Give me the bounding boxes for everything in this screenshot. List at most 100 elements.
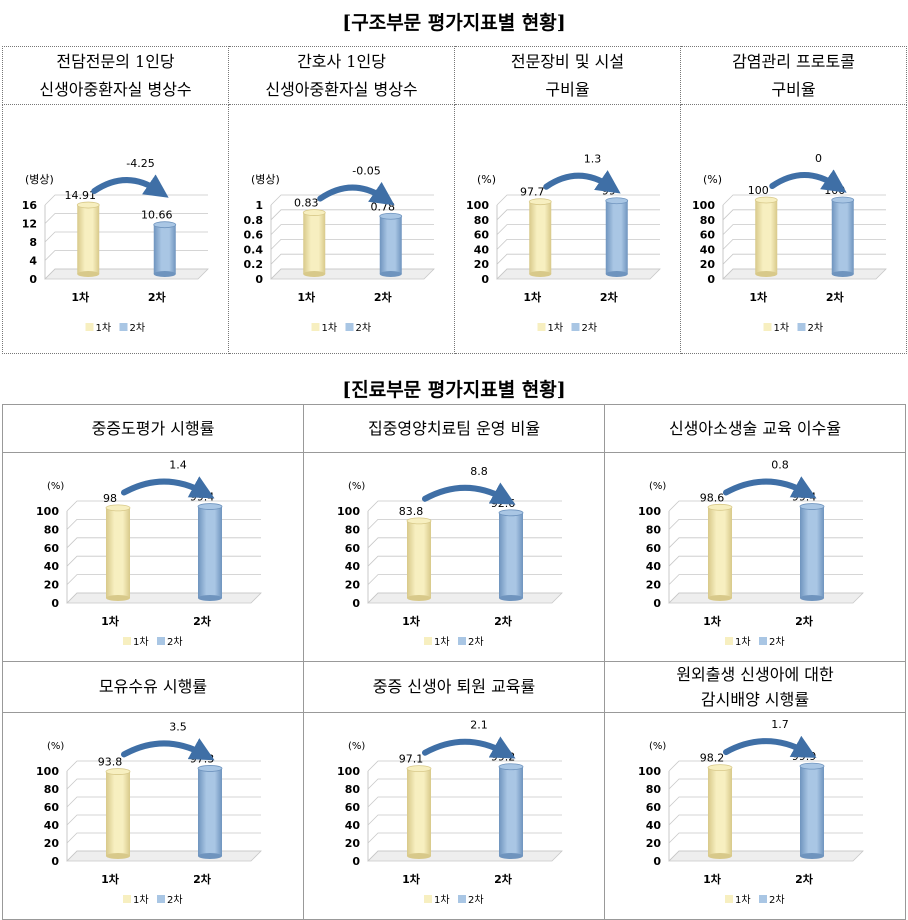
diff-label: 1.7: [771, 718, 789, 731]
gridline: [722, 209, 886, 221]
y-tick-label: 80: [44, 523, 60, 536]
bar: [499, 512, 523, 598]
y-tick-label: 80: [646, 523, 662, 536]
y-tick-label: 60: [44, 542, 60, 555]
gridline: [367, 555, 562, 567]
y-tick-label: 0: [707, 273, 715, 286]
diff-label: -4.25: [126, 157, 154, 170]
x-tick-label: 1차: [523, 290, 542, 304]
change-arrow: [91, 174, 169, 198]
y-tick-label: 0.6: [244, 229, 264, 242]
gridline: [496, 238, 660, 250]
unit-label: (%): [47, 481, 64, 492]
bar-top: [831, 196, 855, 204]
y-tick-label: 100: [36, 765, 59, 778]
change-arrow: [422, 736, 516, 759]
legend-label: 1차: [96, 322, 112, 334]
unit-label: (%): [649, 481, 666, 492]
header-line: 중증도평가 시행률: [91, 418, 215, 438]
y-tick-label: 20: [345, 579, 361, 592]
header-cell: 모유수유 시행률: [2, 661, 304, 713]
legend-label: 2차: [769, 636, 785, 648]
gridline: [44, 213, 208, 224]
y-tick-label: 60: [700, 229, 716, 242]
bar-top: [707, 503, 733, 511]
bar: [831, 200, 854, 274]
y-tick-label: 12: [22, 218, 37, 231]
legend-swatch: [85, 323, 94, 331]
legend-label: 1차: [735, 636, 751, 648]
y-tick-label: 100: [638, 505, 661, 518]
x-tick-label: 1차: [101, 872, 120, 886]
legend-label: 2차: [468, 894, 484, 906]
legend-label: 2차: [356, 322, 372, 334]
y-tick-label: 100: [36, 505, 59, 518]
chart-cell: (%) 0 20 40 60 80 100 97.7 1차 99 2차 1.3 1차 2차: [454, 104, 681, 354]
bar-base: [499, 853, 523, 859]
gridline: [722, 238, 886, 250]
data-label: 93.8: [98, 756, 123, 769]
legend-label: 2차: [130, 322, 146, 334]
bar: [800, 506, 824, 598]
legend-label: 2차: [582, 322, 598, 334]
x-tick-label: 2차: [193, 872, 212, 886]
gridline: [668, 796, 863, 808]
bar-top: [302, 209, 326, 216]
header-cell: 중증도평가 시행률: [2, 404, 304, 453]
gridline: [270, 253, 434, 265]
gridline: [668, 778, 863, 790]
y-tick-label: 8: [29, 236, 37, 249]
change-arrow: [543, 170, 621, 194]
legend-swatch: [537, 323, 546, 331]
chart-cell: (%) 0 20 40 60 80 100 98 1차 99.4 2차 1.4 1차 2차: [2, 452, 304, 662]
y-tick-label: 100: [337, 505, 360, 518]
y-tick-label: 0.2: [244, 258, 264, 271]
y-tick-label: 0: [51, 855, 59, 868]
gridline: [66, 574, 261, 585]
gridline: [66, 778, 261, 790]
bar-top: [105, 504, 131, 512]
header-cell: 전문장비 및 시설 구비율: [454, 46, 681, 105]
y-tick-label: 100: [638, 765, 661, 778]
y-tick-label: 60: [345, 801, 361, 814]
bar: [800, 766, 824, 856]
unit-label: (%): [348, 741, 365, 752]
bar: [153, 224, 176, 274]
unit-label: (%): [47, 741, 64, 752]
header-line: 전문장비 및 시설: [510, 51, 625, 71]
gridline: [668, 500, 863, 512]
chart-floor: [722, 268, 887, 280]
legend-swatch: [797, 323, 806, 331]
data-label: 0.78: [371, 200, 396, 213]
header-line: 감시배양 시행률: [700, 690, 810, 709]
bar-base: [800, 595, 824, 601]
bar-top: [153, 221, 177, 229]
bar-top: [406, 765, 432, 773]
bar: [708, 507, 732, 598]
diff-label: 0.8: [771, 459, 789, 472]
change-arrow: [769, 169, 847, 193]
bar: [407, 768, 431, 856]
y-tick-label: 20: [474, 258, 490, 271]
legend-swatch: [157, 637, 165, 645]
bar: [77, 205, 100, 274]
bar-top: [707, 764, 733, 772]
bar-base: [379, 271, 402, 277]
y-tick-label: 0.8: [244, 214, 264, 227]
chart-cell: (%) 0 20 40 60 80 100 98.6 1차 99.4 2차 0.8 1차 2차: [604, 452, 906, 662]
x-tick-label: 2차: [494, 872, 513, 886]
legend-swatch: [458, 895, 466, 903]
y-tick-label: 80: [345, 783, 361, 796]
unit-label: (병상): [25, 173, 54, 186]
gridline: [367, 519, 562, 530]
legend-label: 1차: [434, 894, 450, 906]
chart-bed-per-specialist: (병상) 0 4 8 12 16 14.91 1차 10.66 2차 -4.25 1차 2차: [22, 157, 209, 334]
legend-swatch: [725, 895, 733, 903]
bar-top: [406, 517, 432, 525]
header-cell: 신생아소생술 교육 이수율: [604, 404, 906, 453]
